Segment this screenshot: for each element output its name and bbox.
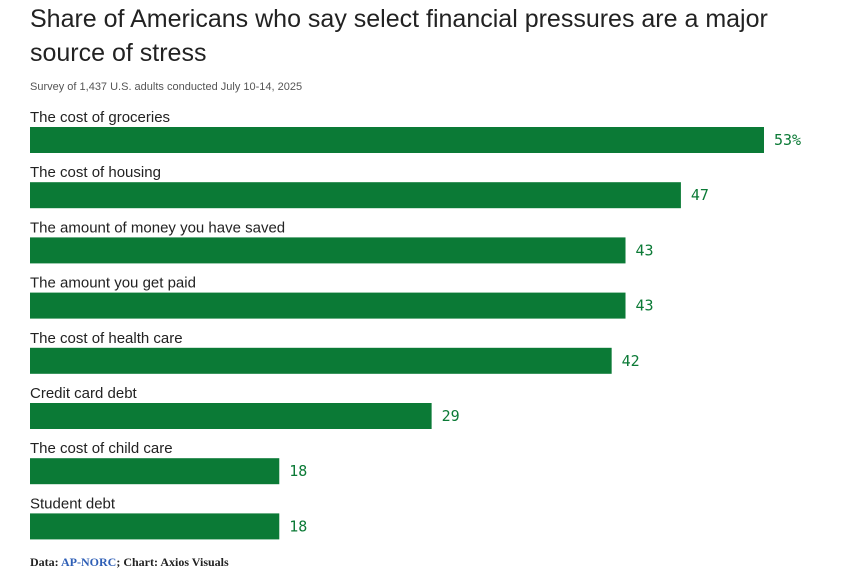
footer-data-prefix: Data: [30,555,61,569]
bar [30,458,280,485]
value-label: 18 [289,517,307,535]
bar [30,237,626,264]
chart-subtitle: Survey of 1,437 U.S. adults conducted Ju… [30,81,303,93]
bar [30,292,626,319]
value-label: 47 [691,186,709,204]
bar-chart: The cost of groceries 53% The cost of hous… [30,109,801,540]
category-label: The amount of money you have saved [30,219,285,236]
value-label: 42 [622,352,640,370]
source-footer: Data: AP-NORC; Chart: Axios Visuals [30,555,229,570]
category-label: Student debt [30,495,116,512]
category-label: The amount you get paid [30,275,196,292]
value-label: 29 [442,407,460,425]
footer-source: AP-NORC [61,555,117,569]
category-label: The cost of child care [30,440,173,457]
category-label: The cost of groceries [30,109,170,126]
bar [30,403,432,429]
value-label: 18 [289,462,307,480]
bar [30,513,280,540]
category-label: Credit card debt [30,385,138,402]
category-label: The cost of housing [30,164,161,181]
bar [30,347,612,374]
footer-chart-credit: ; Chart: Axios Visuals [116,555,229,569]
bar [30,127,764,153]
chart-title: Share of Americans who say select financ… [30,5,768,67]
value-label: 53% [774,131,801,149]
category-label: The cost of health care [30,330,183,347]
bar [30,182,681,209]
value-label: 43 [636,297,654,315]
value-label: 43 [636,241,654,259]
